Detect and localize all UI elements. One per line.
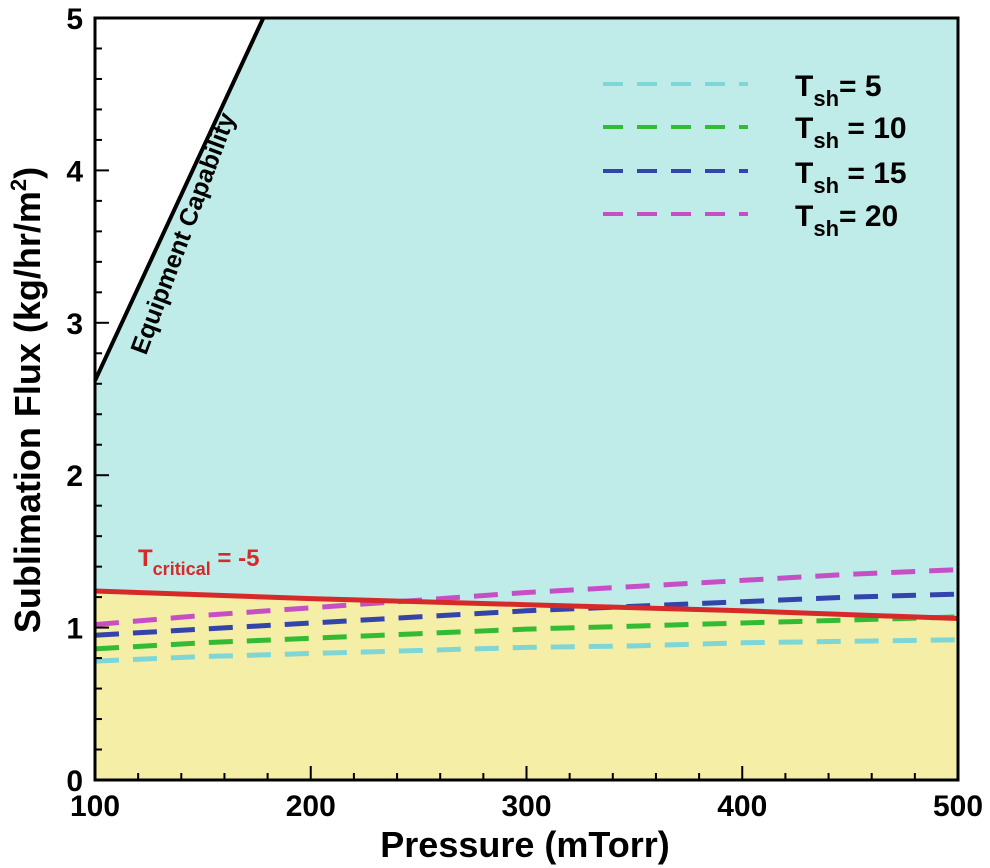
series-line-3 [94, 567, 959, 628]
x-tick-label: 400 [717, 790, 767, 823]
legend-label-tsh5: Tsh= 5 [795, 70, 882, 111]
x-tick-label: 100 [70, 790, 120, 823]
series-line-0 [94, 637, 959, 664]
critical-label: Tcritical = -5 [138, 545, 259, 579]
y-tick-label: 3 [66, 308, 83, 341]
y-tick-label: 1 [66, 613, 83, 646]
critical-curve [94, 588, 959, 621]
legend-label-tsh20: Tsh= 20 [795, 200, 898, 241]
critical-label-sub: critical [153, 559, 211, 579]
y-axis-title-sup: 2 [6, 179, 31, 191]
critical-label-main: T [138, 545, 153, 572]
chart-series [94, 567, 959, 664]
y-tick-label: 2 [66, 460, 83, 493]
collapse-region [95, 18, 958, 619]
y-axis-title-end: ) [7, 167, 48, 179]
equipment-capability-line [93, 17, 266, 382]
legend: Tsh= 5 Tsh = 10 Tsh = 15 Tsh= 20 [603, 70, 907, 241]
critical-label-end: = -5 [211, 545, 260, 572]
axis-ticks: 100 200 300 400 500 0 1 2 3 4 5 [66, 3, 983, 823]
series-line-2 [94, 591, 959, 638]
critical-line [94, 588, 959, 621]
y-axis-title-main: Sublimation Flux (kg/hr/m [7, 191, 48, 633]
series-line-1 [94, 614, 959, 652]
equipment-capability-curve [93, 17, 266, 382]
y-axis-title: Sublimation Flux (kg/hr/m2) [6, 167, 48, 633]
x-tick-label: 300 [501, 790, 551, 823]
y-tick-label: 5 [66, 3, 83, 36]
legend-label-tsh15: Tsh = 15 [795, 157, 907, 198]
chart-regions [95, 18, 958, 780]
safe-region [95, 591, 958, 780]
legend-label-tsh10: Tsh = 10 [795, 112, 907, 153]
y-tick-label: 0 [66, 765, 83, 798]
x-tick-label: 500 [933, 790, 983, 823]
x-tick-label: 200 [286, 790, 336, 823]
y-tick-label: 4 [66, 155, 83, 188]
x-axis-title: Pressure (mTorr) [380, 824, 669, 865]
